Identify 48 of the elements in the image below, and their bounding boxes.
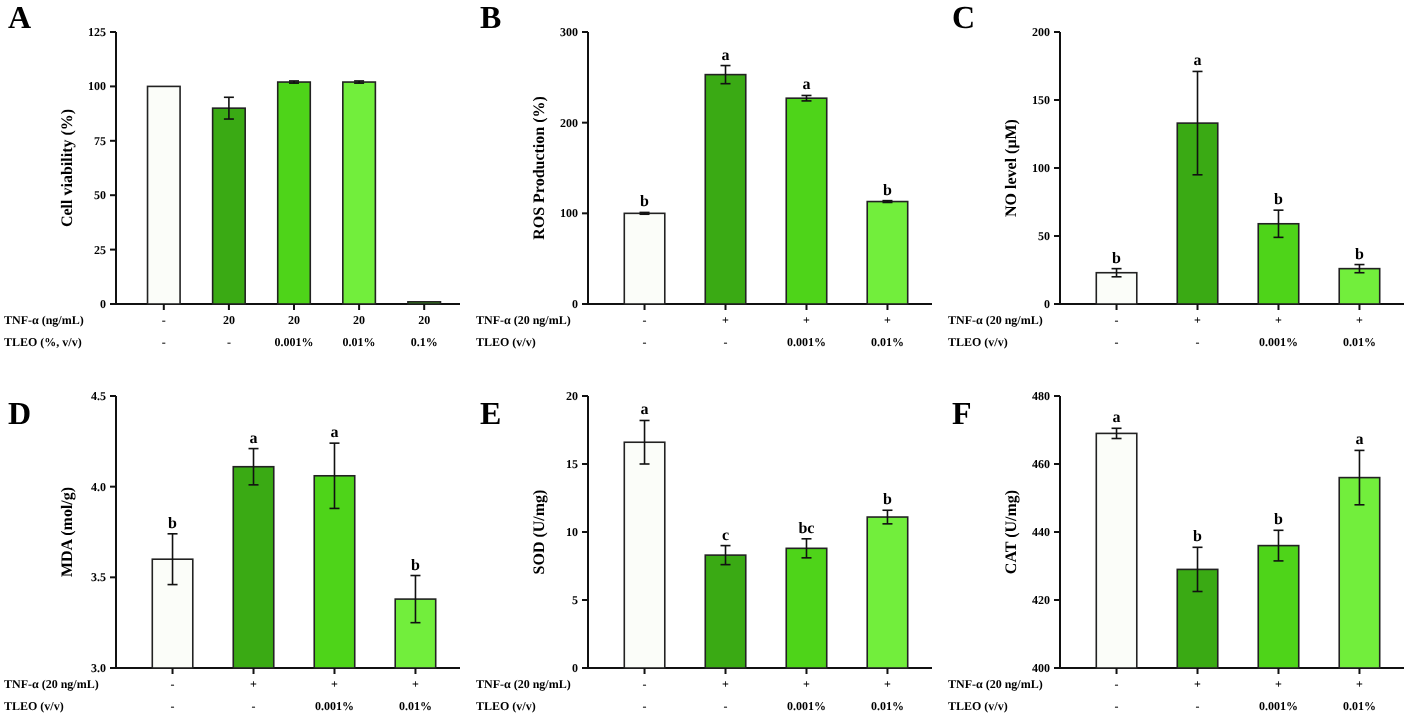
annotation: a	[1355, 430, 1364, 449]
annotation: a	[721, 45, 730, 64]
chart-title: F	[952, 398, 972, 432]
bar	[785, 547, 828, 669]
annotation: a	[1193, 51, 1202, 70]
annotation: b	[883, 490, 894, 509]
bar	[146, 85, 181, 305]
bar	[704, 554, 747, 669]
bar	[704, 73, 747, 305]
y-axis-title: SOD (U/mg)	[530, 488, 548, 575]
bar	[1176, 122, 1219, 305]
annotation: a	[330, 423, 339, 442]
chart-title: B	[480, 2, 502, 36]
bar	[276, 81, 312, 305]
annotation: b	[411, 555, 422, 574]
annotation: bc	[798, 518, 816, 537]
annotation: b	[1355, 244, 1366, 263]
chart-title: C	[952, 2, 976, 36]
annotation: a	[1112, 408, 1121, 427]
bar	[866, 200, 909, 305]
annotation: b	[640, 192, 651, 211]
annotation: b	[1274, 510, 1285, 529]
bar	[1257, 222, 1300, 305]
bar	[211, 107, 246, 305]
chart-title: D	[8, 398, 32, 432]
annotation: a	[802, 75, 811, 94]
bar	[623, 441, 666, 669]
annotation: a	[640, 400, 649, 419]
annotation: b	[1112, 248, 1123, 267]
bar	[623, 212, 666, 305]
chart-title: E	[480, 398, 502, 432]
annotation: b	[168, 513, 179, 532]
y-axis-title: NO level (μM)	[1002, 118, 1020, 217]
bar	[785, 97, 828, 305]
bar	[1338, 267, 1381, 305]
y-axis-title: MDA (mol/g)	[58, 486, 76, 578]
bar	[1095, 271, 1138, 305]
annotation: c	[721, 525, 730, 544]
chart-title: A	[8, 2, 32, 36]
annotation: a	[249, 428, 258, 447]
annotation: b	[1274, 190, 1285, 209]
annotation: b	[1193, 527, 1204, 546]
bar	[342, 81, 377, 305]
y-axis-title: CAT (U/mg)	[1002, 489, 1020, 575]
y-axis-title: ROS Production (%)	[530, 95, 548, 240]
annotation: b	[883, 180, 894, 199]
y-axis-title: Cell viability (%)	[58, 108, 76, 228]
bar	[866, 516, 909, 669]
